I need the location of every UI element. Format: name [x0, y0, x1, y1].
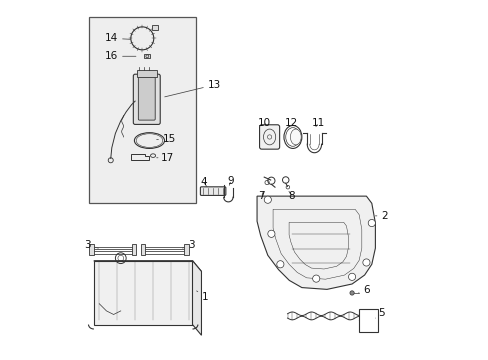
Text: 1: 1 — [196, 291, 208, 302]
Polygon shape — [94, 261, 201, 271]
Text: 7: 7 — [258, 191, 264, 201]
Circle shape — [276, 261, 284, 268]
Text: 6: 6 — [358, 285, 369, 296]
Bar — [88, 17, 196, 203]
Text: 13: 13 — [164, 80, 220, 97]
Text: 10: 10 — [257, 118, 270, 128]
Circle shape — [367, 220, 375, 226]
Bar — [131, 244, 136, 255]
Ellipse shape — [290, 129, 301, 145]
Bar — [144, 54, 150, 58]
Circle shape — [312, 275, 319, 282]
Text: 11: 11 — [311, 118, 324, 128]
Circle shape — [264, 196, 271, 203]
Text: 15: 15 — [156, 135, 176, 144]
Text: 3: 3 — [182, 240, 194, 250]
FancyBboxPatch shape — [138, 77, 155, 120]
Bar — [359, 309, 377, 332]
Polygon shape — [94, 261, 192, 324]
Bar — [183, 244, 188, 255]
Bar — [140, 244, 144, 255]
FancyBboxPatch shape — [133, 74, 160, 125]
Polygon shape — [192, 261, 201, 335]
Text: 9: 9 — [227, 176, 234, 186]
Circle shape — [349, 291, 353, 295]
Text: 3: 3 — [84, 240, 98, 250]
Text: 17: 17 — [156, 153, 174, 163]
Bar — [88, 244, 93, 255]
Bar — [152, 26, 158, 30]
Text: 12: 12 — [285, 118, 298, 128]
Text: 2: 2 — [375, 211, 387, 221]
Text: 4: 4 — [200, 177, 206, 187]
Bar — [137, 70, 156, 77]
Circle shape — [348, 273, 355, 280]
FancyBboxPatch shape — [200, 187, 225, 195]
Text: 16: 16 — [105, 51, 136, 61]
FancyBboxPatch shape — [259, 125, 279, 149]
Circle shape — [362, 259, 369, 266]
Text: 5: 5 — [375, 308, 384, 318]
Text: 14: 14 — [105, 33, 130, 43]
Text: 8: 8 — [288, 191, 295, 201]
Polygon shape — [257, 196, 375, 289]
Circle shape — [267, 230, 274, 237]
